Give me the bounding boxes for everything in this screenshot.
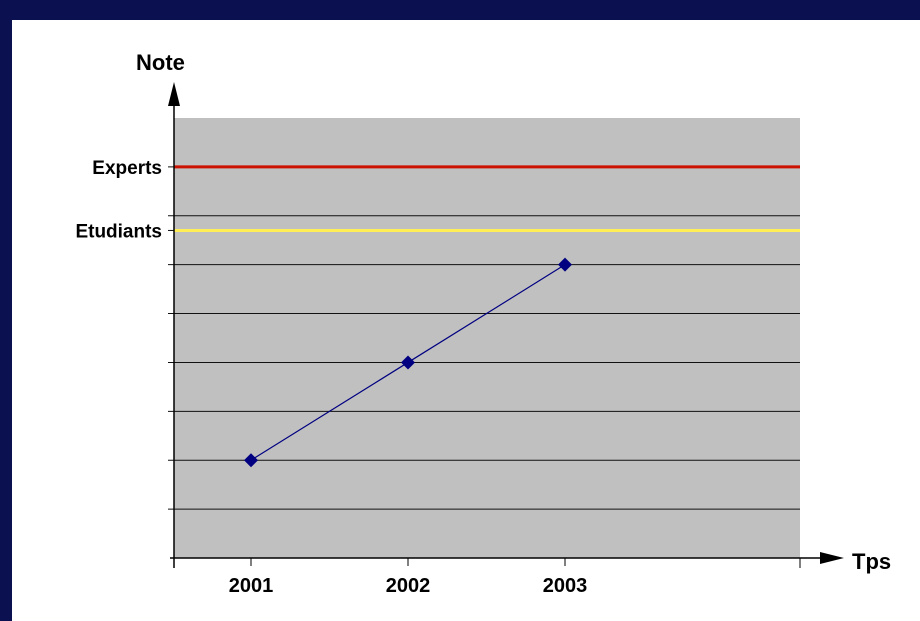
reference-labels: Experts Etudiants — [75, 158, 162, 243]
y-axis-label: Note — [136, 50, 185, 75]
plot-background — [174, 118, 800, 558]
gridlines — [168, 215, 800, 510]
reference-lines — [168, 165, 800, 232]
x-tick-label-2003: 2003 — [543, 575, 588, 597]
data-point-2001 — [244, 453, 258, 468]
x-axis-label: Tps — [852, 549, 891, 574]
reference-label-etudiants: Etudiants — [75, 221, 162, 242]
line-chart: Note Tps 2001 2002 2003 Experts Etudiants — [75, 50, 891, 597]
data-point-2002 — [401, 355, 415, 370]
axes — [168, 82, 844, 568]
x-tick-label-2001: 2001 — [229, 575, 274, 597]
series-group — [244, 257, 572, 468]
y-axis-arrow — [168, 82, 180, 106]
x-tick-labels: 2001 2002 2003 — [229, 575, 588, 597]
slide-frame: Note Tps 2001 2002 2003 Experts Etudiants — [12, 20, 920, 621]
data-point-2003 — [558, 257, 572, 272]
reference-label-experts: Experts — [92, 158, 162, 179]
x-tick-label-2002: 2002 — [386, 575, 431, 597]
plot-area — [174, 118, 800, 558]
x-axis-arrow — [820, 552, 844, 564]
